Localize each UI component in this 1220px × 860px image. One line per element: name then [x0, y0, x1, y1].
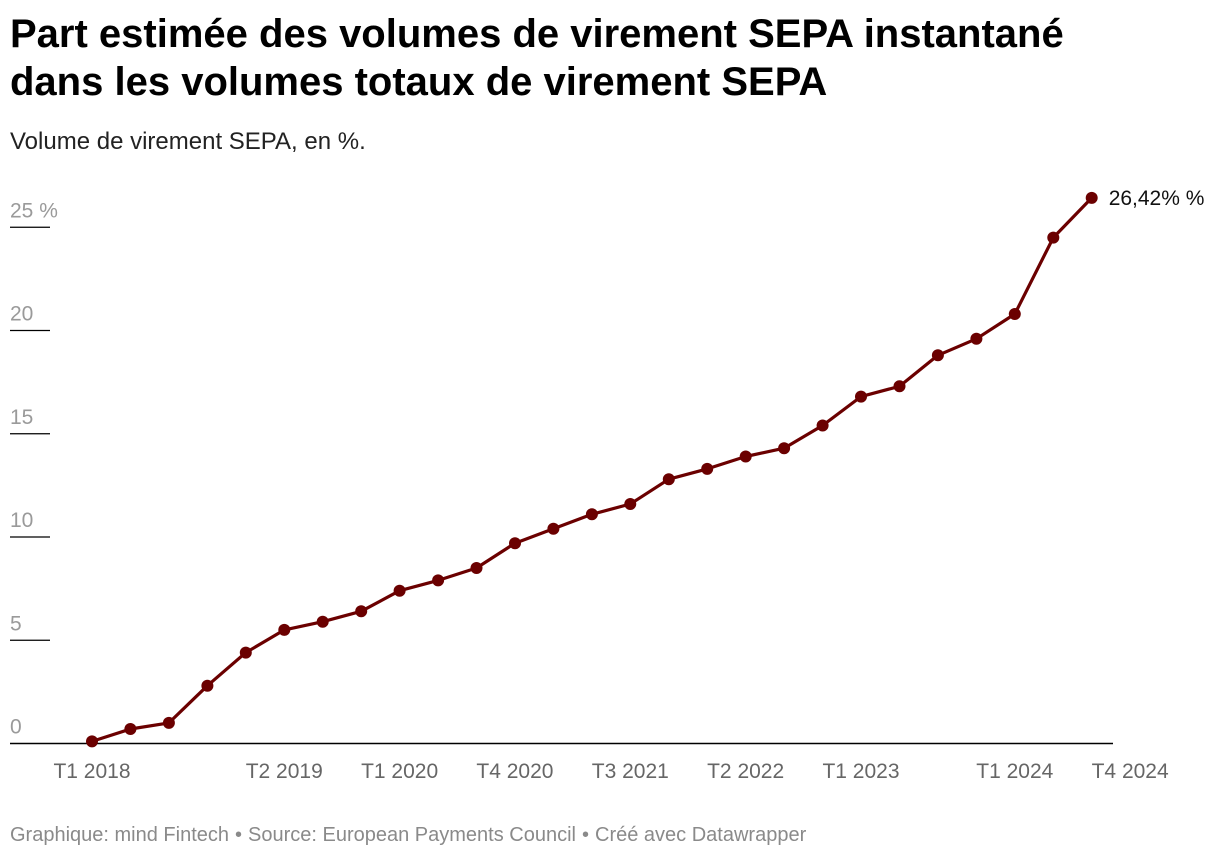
data-point	[201, 679, 214, 692]
data-point	[778, 442, 791, 455]
y-tick-label: 0	[10, 716, 22, 739]
y-tick-label: 5	[10, 612, 22, 635]
data-point	[739, 450, 752, 463]
series-line	[91, 196, 1093, 743]
x-tick-label: T1 2023	[822, 760, 899, 783]
chart-footer: Graphique: mind Fintech • Source: European…	[10, 824, 806, 847]
data-point	[547, 522, 560, 535]
footer-credit: Graphique: mind Fintech	[10, 824, 230, 846]
x-tick-label: T4 2020	[476, 760, 553, 783]
x-tick-label: T2 2022	[707, 760, 784, 783]
y-tick-label: 10	[10, 509, 33, 532]
data-point	[662, 473, 675, 486]
data-point	[701, 462, 714, 475]
data-point	[1085, 191, 1098, 204]
x-tick-label: T1 2024	[976, 760, 1053, 783]
data-point	[1047, 231, 1060, 244]
data-point	[1008, 308, 1021, 320]
y-tick-label: 25 %	[10, 199, 58, 222]
data-point	[585, 508, 598, 521]
data-point	[855, 390, 867, 403]
chart-subtitle: Volume de virement SEPA, en %.	[10, 128, 366, 155]
y-tick-label: 15	[10, 406, 33, 429]
data-point	[931, 349, 944, 362]
data-point	[816, 419, 829, 432]
data-point	[239, 646, 252, 659]
footer-separator: •	[235, 824, 243, 846]
chart-title-line-1: Part estimée des volumes de virement SEP…	[10, 12, 1064, 56]
x-tick-label: T1 2018	[53, 760, 130, 783]
chart-title-line-2: dans les volumes totaux de virement SEPA	[10, 60, 828, 104]
x-tick-label: T3 2021	[592, 760, 669, 783]
data-point	[124, 723, 137, 735]
data-point	[432, 574, 445, 587]
line-chart: 0 5 10 15 20 25 % T1 2018 T2 2019 T1 2020 T4 2020…	[10, 187, 1205, 783]
data-point	[624, 498, 637, 510]
footer-tool: Créé avec Datawrapper	[595, 824, 807, 846]
data-point	[86, 735, 98, 748]
data-point	[316, 615, 329, 628]
x-tick-label: T4 2024	[1092, 760, 1169, 783]
data-point	[278, 623, 291, 636]
data-point	[162, 716, 175, 729]
last-value-label: 26,42% %	[1109, 187, 1205, 210]
data-point	[893, 380, 906, 393]
data-point	[355, 605, 368, 618]
chart-title: Part estimée des volumes de virement SEP…	[10, 10, 1200, 106]
data-point	[393, 584, 406, 597]
x-tick-label: T1 2020	[361, 760, 438, 783]
data-point	[470, 562, 483, 574]
footer-separator: •	[582, 824, 590, 846]
footer-source: Source: European Payments Council	[248, 824, 576, 846]
data-point	[509, 537, 521, 550]
data-point	[970, 332, 983, 345]
x-tick-label: T2 2019	[246, 760, 323, 783]
y-tick-label: 20	[10, 303, 33, 326]
